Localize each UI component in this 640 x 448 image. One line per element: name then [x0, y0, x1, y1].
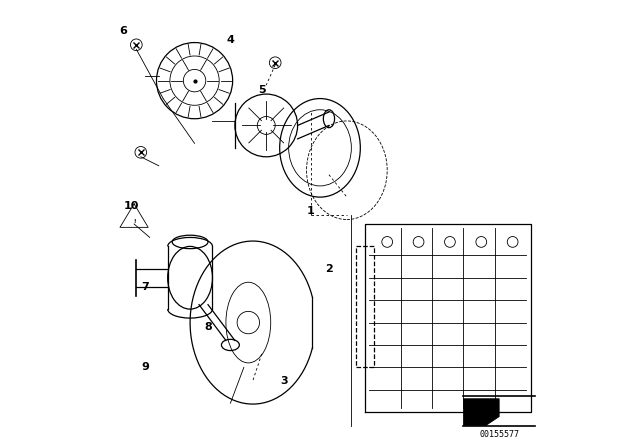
- Text: 10: 10: [124, 201, 140, 211]
- Text: 3: 3: [280, 376, 288, 386]
- Text: 9: 9: [141, 362, 149, 372]
- Text: 6: 6: [119, 26, 127, 36]
- Text: 00155577: 00155577: [479, 430, 519, 439]
- Text: 5: 5: [258, 85, 266, 95]
- Text: !: !: [133, 219, 135, 224]
- Text: 4: 4: [227, 35, 234, 45]
- Text: 2: 2: [325, 264, 333, 274]
- Polygon shape: [463, 399, 499, 426]
- Text: 8: 8: [204, 322, 212, 332]
- Text: 1: 1: [307, 206, 315, 215]
- Text: 7: 7: [141, 282, 149, 292]
